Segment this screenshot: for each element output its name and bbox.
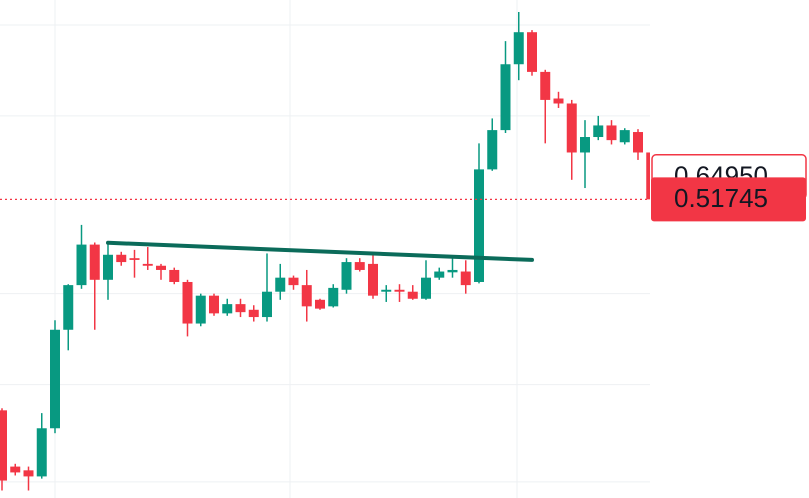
- candle-body: [566, 103, 577, 153]
- candle-body: [474, 169, 484, 282]
- candle-body: [248, 309, 259, 318]
- axis-bg: [650, 0, 809, 498]
- candle-body: [195, 295, 206, 324]
- candle-body: [606, 125, 617, 141]
- candle-body: [103, 254, 113, 280]
- candle-body: [275, 277, 286, 292]
- candle-body: [169, 269, 180, 282]
- candle-body: [182, 281, 193, 324]
- candle-body: [341, 262, 352, 290]
- candle-body: [553, 98, 564, 104]
- candle-body: [288, 277, 299, 286]
- candle-body: [540, 71, 551, 100]
- candle-body: [0, 410, 7, 481]
- candle-body: [368, 263, 378, 296]
- trendline: [106, 240, 534, 262]
- candle-body: [209, 295, 219, 314]
- candle-body: [222, 304, 233, 314]
- candle-body: [36, 428, 47, 477]
- candle-body: [619, 130, 630, 143]
- candle-body: [142, 263, 153, 266]
- candle-body: [394, 289, 405, 292]
- candle-body: [262, 291, 272, 318]
- price-box: [651, 177, 806, 222]
- candle-body: [460, 271, 471, 286]
- candle-body: [315, 299, 325, 309]
- candle-body: [116, 254, 127, 263]
- candle-body: [434, 271, 445, 278]
- candle-body: [500, 64, 511, 131]
- candle-body: [23, 470, 34, 477]
- candle-body: [89, 244, 100, 280]
- candle-body: [527, 32, 537, 72]
- candle-body: [63, 285, 74, 330]
- candle-body: [633, 132, 643, 153]
- candle-body: [407, 291, 418, 299]
- candle-body: [447, 269, 458, 273]
- candle-body: [381, 289, 392, 292]
- candle-body: [421, 277, 431, 299]
- candle-body: [10, 466, 21, 473]
- price-label: 0.51745: [674, 183, 768, 213]
- candle-body: [487, 130, 498, 170]
- candle-body: [301, 285, 312, 307]
- candle-body: [129, 258, 140, 260]
- candle-body: [328, 287, 339, 307]
- candle-body: [50, 329, 60, 429]
- candle-body: [513, 32, 524, 65]
- candle-body: [235, 304, 246, 313]
- candle-body: [76, 244, 87, 286]
- candle-body: [593, 125, 604, 138]
- candle-body: [580, 137, 590, 153]
- candle-body: [156, 265, 166, 270]
- candle-body: [354, 262, 365, 270]
